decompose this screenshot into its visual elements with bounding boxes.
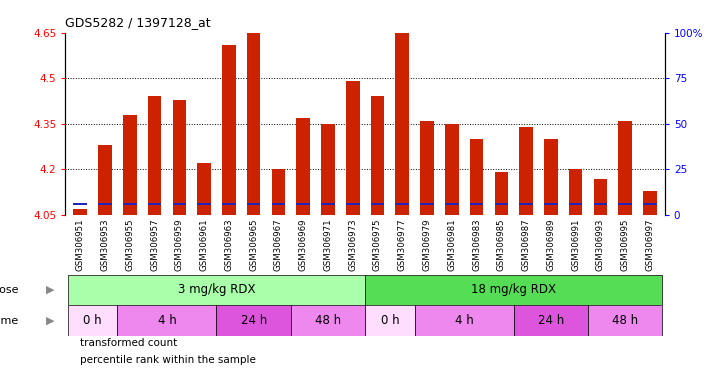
Bar [370, 203, 384, 205]
Text: 24 h: 24 h [538, 314, 564, 327]
Bar [415, 305, 514, 336]
Text: GSM306985: GSM306985 [497, 218, 506, 271]
Bar [365, 305, 415, 336]
Text: 24 h: 24 h [240, 314, 267, 327]
Text: GSM306977: GSM306977 [397, 218, 407, 271]
Bar [619, 121, 632, 215]
Text: GSM306957: GSM306957 [150, 218, 159, 271]
Bar [588, 305, 663, 336]
Bar [148, 96, 161, 215]
Text: percentile rank within the sample: percentile rank within the sample [80, 355, 255, 365]
Bar [98, 203, 112, 205]
Bar [73, 203, 87, 205]
Text: GSM306995: GSM306995 [621, 218, 630, 270]
Text: 3 mg/kg RDX: 3 mg/kg RDX [178, 283, 255, 296]
Text: GSM306991: GSM306991 [571, 218, 580, 270]
Text: GSM306965: GSM306965 [249, 218, 258, 271]
Bar [73, 209, 87, 215]
Bar [173, 203, 186, 205]
Text: 0 h: 0 h [83, 314, 102, 327]
Text: GSM306987: GSM306987 [522, 218, 530, 271]
Bar [222, 45, 235, 215]
Text: GSM306969: GSM306969 [299, 218, 308, 270]
Bar [519, 127, 533, 215]
Bar [321, 203, 335, 205]
Bar [544, 203, 557, 205]
Bar [272, 169, 285, 215]
Text: ▶: ▶ [46, 285, 54, 295]
Text: time: time [0, 316, 19, 326]
Text: GSM306953: GSM306953 [100, 218, 109, 271]
Bar [544, 139, 557, 215]
Bar [445, 203, 459, 205]
Bar [594, 203, 607, 205]
Bar [197, 203, 211, 205]
Text: GSM306973: GSM306973 [348, 218, 357, 271]
Text: 4 h: 4 h [455, 314, 474, 327]
Bar [365, 275, 663, 305]
Text: GSM306971: GSM306971 [324, 218, 333, 271]
Text: GSM306981: GSM306981 [447, 218, 456, 271]
Bar [514, 305, 588, 336]
Bar [222, 203, 235, 205]
Text: GSM306993: GSM306993 [596, 218, 605, 270]
Bar [68, 275, 365, 305]
Text: GSM306967: GSM306967 [274, 218, 283, 271]
Text: GSM306955: GSM306955 [125, 218, 134, 271]
Bar [519, 203, 533, 205]
Bar [98, 145, 112, 215]
Bar [495, 203, 508, 205]
Bar [247, 17, 260, 215]
Text: GSM306979: GSM306979 [422, 218, 432, 270]
Bar [619, 203, 632, 205]
Text: 48 h: 48 h [315, 314, 341, 327]
Bar [395, 33, 409, 215]
Text: dose: dose [0, 285, 19, 295]
Bar [346, 203, 360, 205]
Bar [420, 203, 434, 205]
Bar [173, 99, 186, 215]
Text: GSM306975: GSM306975 [373, 218, 382, 271]
Text: GSM306951: GSM306951 [76, 218, 85, 271]
Bar [247, 203, 260, 205]
Text: transformed count: transformed count [80, 338, 177, 348]
Bar [420, 121, 434, 215]
Bar [216, 305, 291, 336]
Bar [197, 163, 211, 215]
Bar [370, 96, 384, 215]
Bar [643, 191, 657, 215]
Text: 0 h: 0 h [380, 314, 399, 327]
Bar [321, 124, 335, 215]
Bar [395, 203, 409, 205]
Text: GSM306989: GSM306989 [546, 218, 555, 270]
Bar [346, 81, 360, 215]
Text: GSM306997: GSM306997 [646, 218, 654, 270]
Bar [495, 172, 508, 215]
Bar [594, 179, 607, 215]
Text: GDS5282 / 1397128_at: GDS5282 / 1397128_at [65, 16, 211, 29]
Bar [123, 203, 137, 205]
Text: GSM306963: GSM306963 [225, 218, 233, 271]
Bar [291, 305, 365, 336]
Bar [569, 169, 582, 215]
Text: GSM306961: GSM306961 [200, 218, 208, 271]
Text: 18 mg/kg RDX: 18 mg/kg RDX [471, 283, 556, 296]
Bar [643, 203, 657, 205]
Bar [148, 203, 161, 205]
Bar [272, 203, 285, 205]
Bar [117, 305, 216, 336]
Bar [296, 118, 310, 215]
Bar [445, 124, 459, 215]
Bar [123, 115, 137, 215]
Text: GSM306983: GSM306983 [472, 218, 481, 271]
Bar [68, 305, 117, 336]
Text: 4 h: 4 h [158, 314, 176, 327]
Bar [470, 203, 483, 205]
Bar [569, 203, 582, 205]
Bar [296, 203, 310, 205]
Text: GSM306959: GSM306959 [175, 218, 184, 270]
Text: 48 h: 48 h [612, 314, 638, 327]
Bar [470, 139, 483, 215]
Text: ▶: ▶ [46, 316, 54, 326]
